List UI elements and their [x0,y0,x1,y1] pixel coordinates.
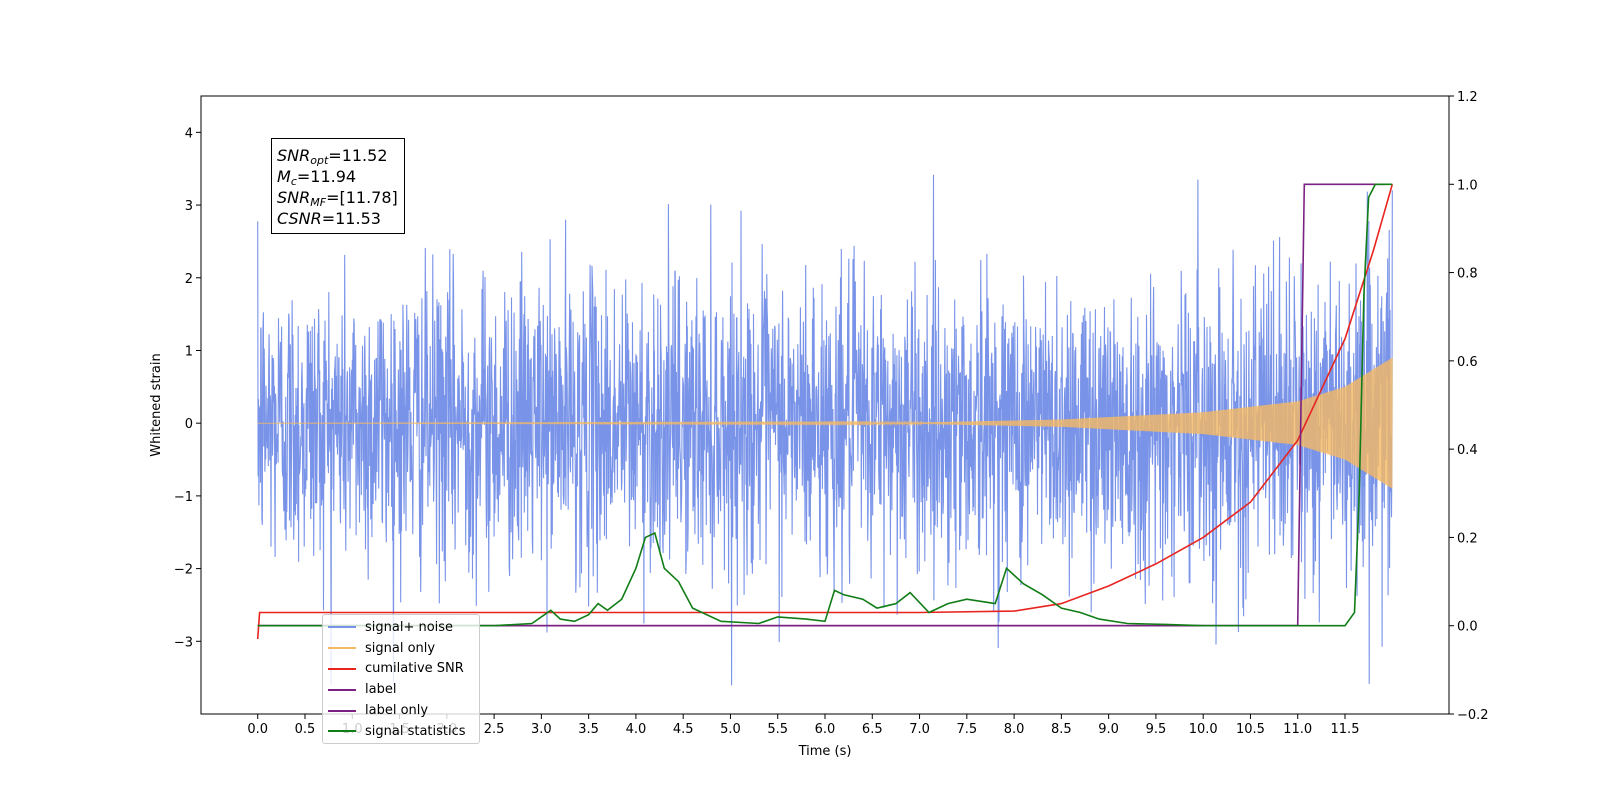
x-tick-label: 0.5 [295,722,316,737]
y2-axis-ticks: 1.2 1.0 0.8 0.6 0.4 0.2 0.0 −0.2 [1449,90,1489,723]
x-tick-label: 6.0 [815,722,836,737]
y2-tick-label: 1.0 [1457,178,1478,193]
annotation-chirp-mass: Mc=11.94 [277,167,357,188]
series-line-signal-statistics [257,183,1393,627]
legend-item-signal-only: signal only [323,638,479,659]
x-tick-label: 3.5 [578,722,599,737]
legend-item-signal-statistics: signal statistics [323,721,479,742]
series-line-signal-only [257,357,1393,489]
annotation-snr-mf: SNRMF=[11.78] [277,188,398,209]
x-tick-label: 8.0 [1004,722,1025,737]
y-tick-label: 1 [185,344,193,359]
y-tick-label: 4 [185,126,193,141]
x-tick-label: 10.0 [1189,722,1218,737]
y2-tick-label: 0.6 [1457,355,1478,370]
y2-tick-label: 0.8 [1457,267,1478,282]
plot-area [256,174,1394,686]
x-tick-label: 9.5 [1146,722,1167,737]
x-tick-label: 10.5 [1236,722,1265,737]
legend-swatch [328,730,356,733]
x-tick-label: 11.5 [1331,722,1360,737]
legend: signal+ noise signal only cumilative SNR… [322,614,480,744]
y-axis-label: Whitened strain [149,353,164,456]
y-tick-label: −2 [174,563,193,578]
legend-item-label: label [323,679,479,700]
x-tick-label: 4.5 [673,722,694,737]
x-tick-label: 4.0 [626,722,647,737]
y2-tick-label: 0.4 [1457,443,1478,458]
y-axis-ticks: 4 3 2 1 0 −1 −2 −3 [174,126,201,650]
legend-swatch [328,688,356,691]
legend-item-signal-noise: signal+ noise [323,617,479,638]
y-tick-label: 2 [185,272,193,287]
x-tick-label: 7.5 [956,722,977,737]
x-axis-label: Time (s) [798,744,852,759]
legend-swatch [328,647,356,650]
y-tick-label: −1 [174,490,193,505]
legend-swatch [328,709,356,712]
y2-tick-label: 0.0 [1457,620,1478,635]
x-tick-label: 8.5 [1051,722,1072,737]
legend-item-cumulative-snr: cumilative SNR [323,659,479,680]
annotation-snr-opt: SNRopt=11.52 [277,146,388,167]
x-tick-label: 0.0 [247,722,268,737]
x-tick-label: 7.0 [909,722,930,737]
y2-tick-label: 0.2 [1457,531,1478,546]
y-tick-label: 3 [185,199,193,214]
legend-item-label-only: label only [323,700,479,721]
series-line-cumulative-snr [256,184,1394,640]
legend-swatch [328,667,356,670]
x-tick-label: 3.0 [531,722,552,737]
annotation-box: SNRopt=11.52 Mc=11.94 SNRMF=[11.78] CSNR… [271,138,405,234]
y2-tick-label: −0.2 [1457,708,1489,723]
annotation-csnr: CSNR=11.53 [277,209,381,228]
x-tick-label: 11.0 [1283,722,1312,737]
x-tick-label: 6.5 [862,722,883,737]
x-tick-label: 5.5 [767,722,788,737]
y-tick-label: −3 [174,635,193,650]
y2-tick-label: 1.2 [1457,90,1478,105]
y-tick-label: 0 [185,417,193,432]
legend-swatch [328,626,356,629]
x-tick-label: 9.0 [1098,722,1119,737]
x-tick-label: 5.0 [720,722,741,737]
x-tick-label: 2.5 [484,722,505,737]
